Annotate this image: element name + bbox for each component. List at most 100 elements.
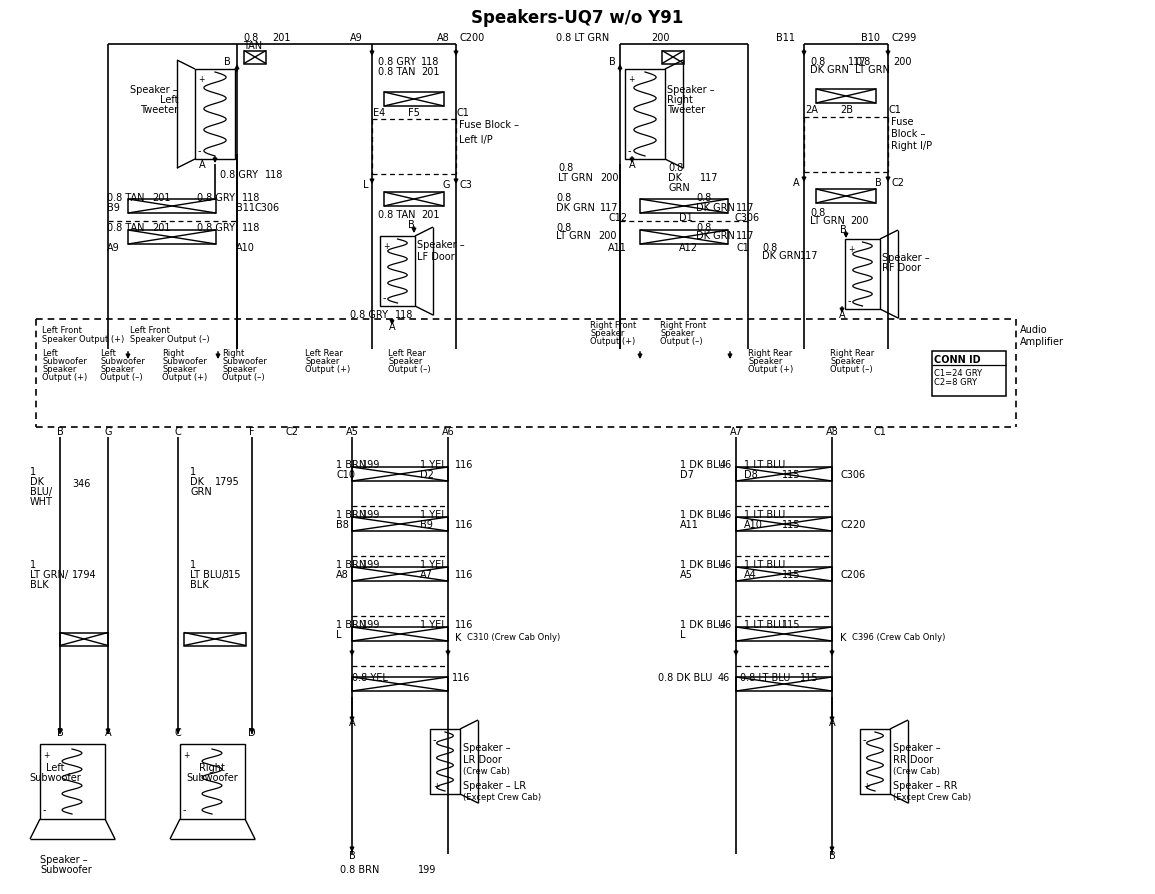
Text: -: -	[848, 296, 851, 306]
Bar	[736, 678, 832, 691]
Text: (Except Crew Cab): (Except Crew Cab)	[893, 793, 971, 802]
Text: 0.8 GRY: 0.8 GRY	[198, 193, 234, 203]
Bar	[736, 468, 832, 482]
Text: B11: B11	[236, 203, 255, 213]
Text: D: D	[248, 727, 255, 738]
Text: B: B	[57, 727, 64, 738]
Text: Left I/P: Left I/P	[459, 135, 493, 145]
Text: Speaker –: Speaker –	[463, 742, 511, 752]
Text: A5: A5	[680, 569, 693, 579]
Text: 117: 117	[800, 250, 819, 261]
Text: C2: C2	[285, 426, 298, 436]
Text: 199: 199	[418, 864, 437, 874]
Text: 1 BRN: 1 BRN	[336, 460, 366, 469]
Text: 1 DK BLU: 1 DK BLU	[680, 510, 725, 519]
Text: Speaker –: Speaker –	[417, 240, 464, 249]
Text: 117: 117	[736, 203, 754, 213]
Text: 46: 46	[720, 510, 732, 519]
Text: 117: 117	[599, 203, 618, 213]
Text: WHT: WHT	[30, 496, 53, 506]
Text: GRN: GRN	[191, 486, 211, 496]
Text: Speakers-UQ7 w/o Y91: Speakers-UQ7 w/o Y91	[471, 9, 684, 27]
Text: B11: B11	[776, 33, 795, 43]
Text: A: A	[389, 322, 395, 332]
Text: 0.8: 0.8	[558, 163, 573, 173]
Text: Output (–): Output (–)	[830, 364, 873, 373]
Text: 201: 201	[422, 67, 440, 77]
Text: B8: B8	[336, 519, 349, 529]
Text: B: B	[840, 224, 847, 235]
Bar	[815, 190, 875, 204]
Text: A9: A9	[107, 243, 120, 253]
Text: 46: 46	[720, 620, 732, 629]
Text: A: A	[828, 717, 835, 727]
Text: 200: 200	[651, 33, 670, 43]
Text: Speaker –: Speaker –	[40, 854, 88, 864]
Text: B9: B9	[107, 203, 120, 213]
Text: Right Rear: Right Rear	[830, 348, 874, 357]
Text: G: G	[104, 426, 112, 436]
Text: B: B	[828, 850, 835, 860]
Text: Output (–): Output (–)	[388, 364, 431, 373]
Text: Right Rear: Right Rear	[748, 348, 792, 357]
Text: Speaker: Speaker	[748, 356, 782, 365]
Text: +: +	[182, 750, 189, 759]
Text: D7: D7	[680, 469, 694, 479]
Text: 0.8 TAN: 0.8 TAN	[378, 67, 416, 77]
Text: 1 LT BLU: 1 LT BLU	[744, 460, 785, 469]
Text: C310 (Crew Cab Only): C310 (Crew Cab Only)	[467, 633, 560, 642]
Bar	[662, 52, 684, 64]
Bar	[128, 231, 216, 245]
Text: Speaker: Speaker	[222, 364, 256, 373]
Text: B: B	[57, 426, 64, 436]
Text: 116: 116	[452, 672, 470, 682]
Text: C306: C306	[733, 213, 759, 223]
Text: LR Door: LR Door	[463, 755, 502, 764]
Text: C2: C2	[891, 178, 904, 188]
Text: B10: B10	[860, 33, 880, 43]
Bar	[60, 633, 109, 645]
Text: L: L	[680, 629, 686, 639]
Text: 0.8 TAN: 0.8 TAN	[107, 193, 144, 203]
Bar	[383, 93, 444, 107]
Text: A: A	[628, 160, 635, 170]
Text: Output (+): Output (+)	[305, 364, 350, 373]
Text: C12: C12	[608, 213, 627, 223]
Text: G: G	[442, 180, 450, 190]
Text: Speaker –: Speaker –	[893, 742, 940, 752]
Text: F5: F5	[408, 108, 420, 118]
Text: 116: 116	[455, 519, 474, 529]
Text: 199: 199	[362, 620, 380, 629]
Text: Subwoofer: Subwoofer	[162, 356, 207, 365]
Bar	[640, 231, 728, 245]
Text: Left Rear: Left Rear	[388, 348, 426, 357]
Text: C200: C200	[459, 33, 484, 43]
Text: Speaker: Speaker	[100, 364, 134, 373]
Text: C220: C220	[840, 519, 865, 529]
Text: Right: Right	[162, 348, 185, 357]
Text: 0.8 BRN: 0.8 BRN	[340, 864, 379, 874]
Text: LF Door: LF Door	[417, 252, 455, 262]
Bar	[128, 199, 216, 214]
Text: 116: 116	[455, 569, 474, 579]
Text: 1: 1	[30, 467, 36, 477]
Text: 0.8 YEL: 0.8 YEL	[352, 672, 388, 682]
Bar	[736, 628, 832, 641]
Text: Right: Right	[222, 348, 244, 357]
Text: D2: D2	[420, 469, 434, 479]
Text: 115: 115	[782, 569, 800, 579]
Text: GRN: GRN	[668, 182, 690, 193]
Text: 115: 115	[782, 620, 800, 629]
Bar	[845, 240, 880, 309]
Text: RR Door: RR Door	[893, 755, 933, 764]
Text: Speaker Output (+): Speaker Output (+)	[42, 334, 125, 343]
Text: 201: 201	[152, 193, 171, 203]
Text: 199: 199	[362, 560, 380, 569]
Text: 0.8: 0.8	[243, 33, 259, 43]
Text: LT GRN: LT GRN	[556, 231, 591, 240]
Text: 0.8 DK BLU: 0.8 DK BLU	[658, 672, 713, 682]
Text: 117: 117	[736, 231, 754, 240]
Text: C306: C306	[254, 203, 280, 213]
Text: Subwoofer: Subwoofer	[186, 772, 238, 782]
Bar	[352, 518, 448, 531]
